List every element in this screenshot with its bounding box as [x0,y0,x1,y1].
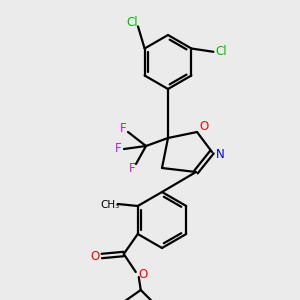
Text: O: O [138,268,147,281]
Text: N: N [216,148,224,160]
Text: F: F [120,122,126,136]
Text: F: F [115,142,121,155]
Text: Cl: Cl [216,45,227,58]
Text: F: F [129,163,135,176]
Text: O: O [200,121,208,134]
Text: CH₃: CH₃ [100,200,119,210]
Text: Cl: Cl [126,16,138,29]
Text: O: O [90,250,99,263]
